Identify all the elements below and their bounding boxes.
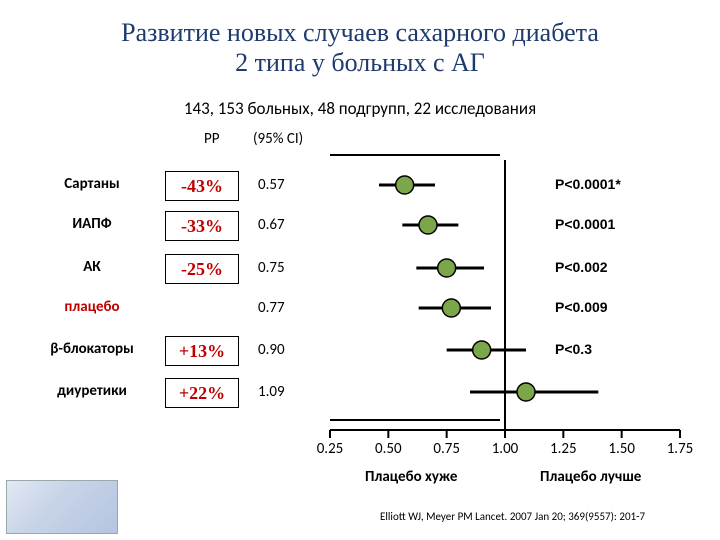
p-value: P<0.0001*	[555, 176, 621, 192]
slide-title: Развитие новых случаев сахарного диабета…	[0, 18, 720, 78]
drug-label: β-блокаторы	[32, 340, 152, 358]
p-value: P<0.002	[555, 259, 608, 275]
x-tick-label: 1.00	[485, 440, 525, 458]
title-line2: 2 типа у больных с АГ	[235, 48, 485, 77]
pp-value: -33%	[165, 211, 239, 241]
pp-value: +13%	[165, 336, 239, 366]
ci-label: 0.77	[258, 299, 285, 317]
x-tick-label: 1.75	[660, 440, 700, 458]
citation: Elliott WJ, Meyer PM Lancet. 2007 Jan 20…	[380, 510, 645, 523]
drug-label: ИАПФ	[32, 215, 152, 233]
subtitle: 143, 153 больных, 48 подгрупп, 22 исслед…	[0, 98, 720, 119]
p-value: P<0.3	[555, 341, 592, 357]
pp-value: -25%	[165, 254, 239, 284]
slide-root: { "title": { "text_line1": "Развитие нов…	[0, 0, 720, 540]
ci-label: 0.57	[258, 176, 285, 194]
drug-label: Сартаны	[32, 175, 152, 193]
ci-label: 0.75	[258, 259, 285, 277]
x-tick-label: 0.50	[368, 440, 408, 458]
ci-label: 0.90	[258, 341, 285, 359]
title-line1: Развитие новых случаев сахарного диабета	[121, 18, 599, 47]
ci-label: 0.67	[258, 216, 285, 234]
pp-value: -43%	[165, 171, 239, 201]
x-tick-label: 0.75	[427, 440, 467, 458]
drug-label: плацебо	[32, 298, 152, 316]
x-tick-label: 1.50	[602, 440, 642, 458]
medication-image	[6, 480, 118, 534]
pp-value: +22%	[165, 378, 239, 408]
label-placebo-worse: Плацебо хуже	[365, 468, 457, 486]
p-value: P<0.009	[555, 299, 608, 315]
drug-label: АК	[32, 258, 152, 276]
ci-label: 1.09	[258, 383, 285, 401]
x-tick-label: 1.25	[543, 440, 583, 458]
col-header-ci: (95% CI)	[253, 130, 303, 148]
drug-label: диуретики	[32, 382, 152, 400]
col-header-pp: РР	[204, 130, 220, 148]
label-placebo-better: Плацебо лучше	[540, 468, 641, 486]
x-tick-label: 0.25	[310, 440, 350, 458]
p-value: P<0.0001	[555, 216, 615, 232]
